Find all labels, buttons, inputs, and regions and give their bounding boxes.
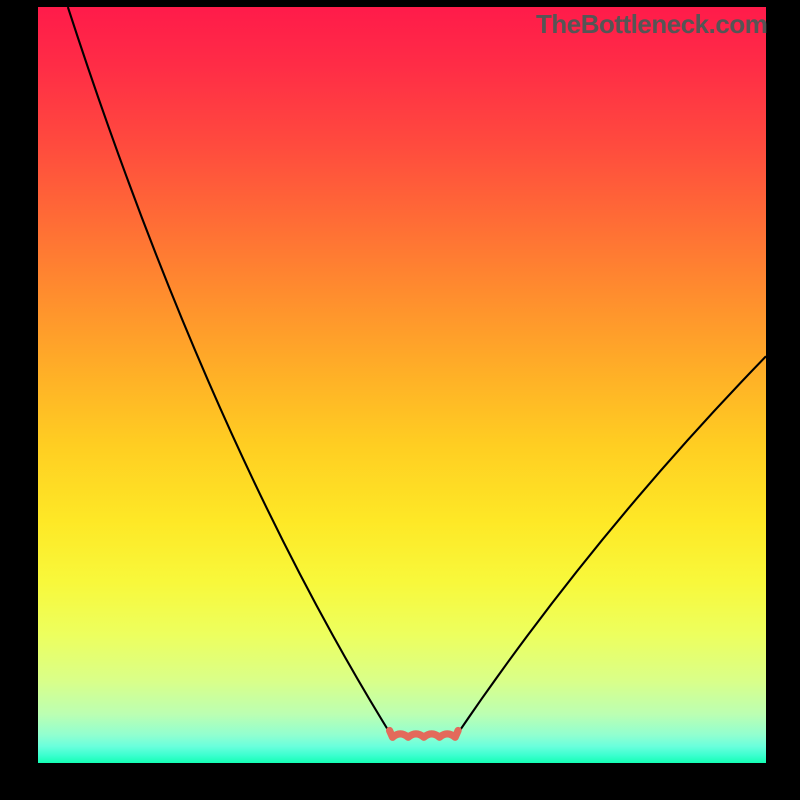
plot-background xyxy=(38,7,766,763)
chart-container: TheBottleneck.com xyxy=(0,0,800,800)
plot-svg xyxy=(38,7,766,763)
watermark-text: TheBottleneck.com xyxy=(536,9,767,40)
